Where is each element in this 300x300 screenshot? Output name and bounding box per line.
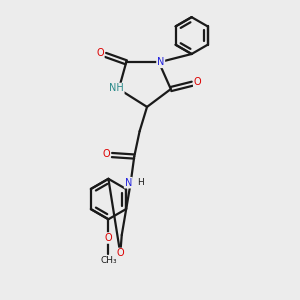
Text: N: N [124, 178, 132, 188]
Text: H: H [137, 178, 144, 187]
Text: O: O [105, 233, 112, 243]
Text: CH₃: CH₃ [100, 256, 117, 266]
Text: O: O [116, 248, 124, 258]
Text: O: O [194, 77, 201, 87]
Text: NH: NH [109, 83, 124, 94]
Text: N: N [157, 57, 164, 67]
Text: O: O [96, 48, 104, 59]
Text: O: O [102, 148, 110, 159]
